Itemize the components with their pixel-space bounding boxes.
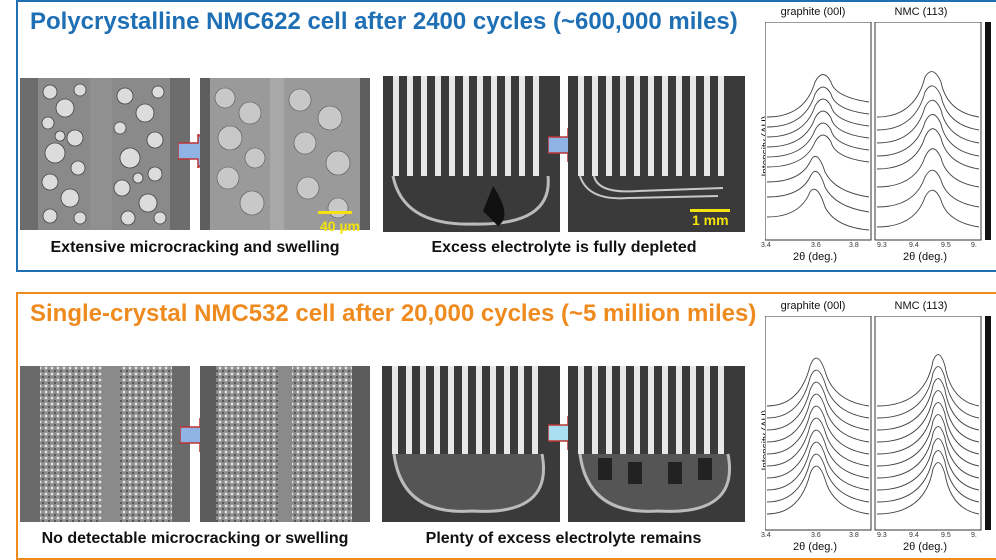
tick-label: 9.3 (877, 532, 887, 539)
micrograph-pristine-poly (20, 78, 190, 230)
caption-poly-electrolyte: Excess electrolyte is fully depleted (431, 239, 697, 256)
tick-label: 3.4 (761, 532, 771, 539)
tick-label: 3.6 (811, 532, 821, 539)
polycrystalline-panel: Polycrystalline NMC622 cell after 2400 c… (16, 0, 996, 272)
micrograph-cycled-sc (200, 366, 370, 522)
single-crystal-panel: Single-crystal NMC532 cell after 20,000 … (16, 292, 996, 560)
micrograph-pristine-sc (20, 366, 190, 522)
x-axis-label-graphite: 2θ (deg.) (793, 541, 838, 553)
xrd-title-nmc: NMC (113) (894, 6, 948, 18)
xrd-plot-sc: graphite (00l) NMC (113) Intensity (AU) (753, 300, 993, 558)
caption-sc-electrolyte: Plenty of excess electrolyte remains (425, 530, 702, 547)
xrd-traces-sc (765, 316, 991, 531)
xrd-title-graphite: graphite (00l) (780, 6, 846, 18)
tick-label: 9.5 (941, 532, 951, 539)
panel-title-single-crystal: Single-crystal NMC532 cell after 20,000 … (30, 300, 757, 327)
tick-label: 9.5 (941, 242, 951, 249)
xrd-title-graphite: graphite (00l) (780, 300, 846, 312)
tick-label: 3.8 (849, 242, 859, 249)
tick-label: 9.4 (909, 242, 919, 249)
tick-label: 3.6 (811, 242, 821, 249)
cell-image-pristine-sc (382, 366, 560, 522)
scalebar-label-cell: 1 mm (692, 212, 729, 228)
xrd-traces-poly (765, 22, 991, 241)
caption-poly-microstructure: Extensive microcracking and swelling (50, 239, 340, 256)
x-axis-label-nmc: 2θ (deg.) (903, 541, 948, 553)
tick-label: 9.3 (877, 242, 887, 249)
tick-label: 9. (971, 532, 977, 539)
xrd-plot-poly: graphite (00l) NMC (113) Intensity (AU) … (753, 6, 993, 268)
panel-title-polycrystalline: Polycrystalline NMC622 cell after 2400 c… (30, 8, 738, 35)
caption-sc-microstructure: No detectable microcracking or swelling (41, 530, 349, 547)
cell-image-cycled-sc (568, 366, 745, 522)
cell-image-pristine-poly (383, 76, 560, 232)
x-axis-label-nmc: 2θ (deg.) (903, 251, 948, 263)
tick-label: 9. (971, 242, 977, 249)
tick-label: 3.8 (849, 532, 859, 539)
tick-label: 9.4 (909, 532, 919, 539)
xrd-title-nmc: NMC (113) (894, 300, 948, 312)
scalebar-label-micro: 40 µm (320, 218, 360, 234)
micrograph-cycled-poly (200, 78, 370, 230)
tick-label: 3.4 (761, 242, 771, 249)
cell-image-cycled-poly (568, 76, 745, 232)
x-axis-label-graphite: 2θ (deg.) (793, 251, 838, 263)
